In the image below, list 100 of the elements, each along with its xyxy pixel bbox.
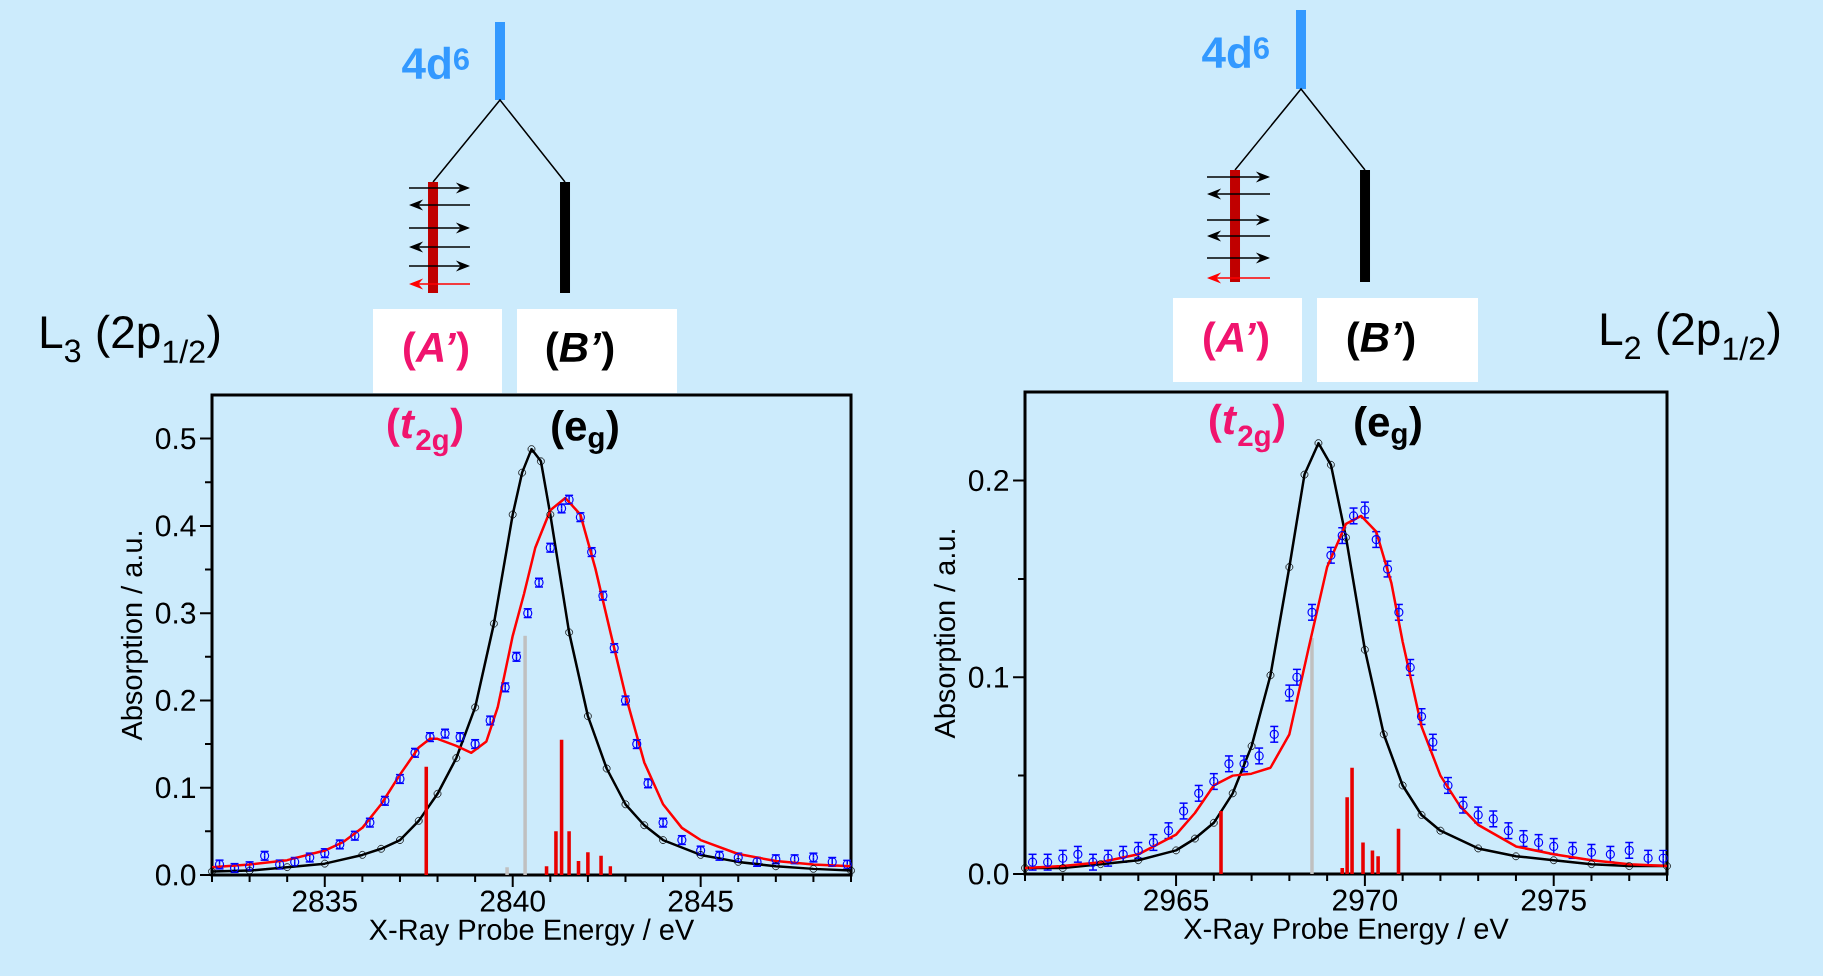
point [1285,563,1294,571]
point [1382,564,1393,574]
point [1643,853,1653,863]
point [377,844,386,853]
point [1103,853,1113,863]
text: (B’) [546,331,614,371]
bar [554,831,558,875]
point [1247,742,1256,751]
point [1534,837,1544,848]
point [490,619,498,628]
bar [424,766,429,875]
y-tick-label: 0.2 [155,689,195,712]
point [546,510,555,519]
point [1224,759,1234,769]
point [1360,505,1370,515]
point [452,754,461,762]
bar [1376,856,1380,874]
point [1269,729,1279,739]
point [518,468,527,477]
point [1417,811,1426,819]
point [1239,759,1249,769]
point [1292,672,1302,682]
point [1088,857,1098,867]
point [1405,662,1415,673]
annotation: (e$_{g}$) [1355,406,1421,450]
point [847,866,855,875]
point [1458,800,1468,810]
point [621,800,630,809]
point [1058,853,1068,863]
point [1518,833,1529,844]
line-series [1025,514,1668,870]
bar [599,855,603,875]
point [1473,810,1483,820]
point [433,789,442,798]
x-tick-label: 2975 [1521,889,1586,911]
point [1394,607,1404,617]
point [771,862,780,871]
y-tick-label: 0.5 [155,427,196,450]
point [1096,860,1105,869]
annotation: (e$_{g}$) [552,410,618,454]
point [471,703,480,712]
point [1307,607,1317,617]
y-axis-title: Absorption / a.u. [120,532,148,741]
annotation: (t$_{2g}$) [387,407,463,457]
point [1512,852,1520,861]
point [527,445,536,453]
point [1416,711,1427,722]
point [1209,776,1219,787]
point [640,821,649,830]
point [659,836,667,844]
point [1337,531,1347,541]
point [396,836,404,844]
text: 4d$^{6}$ [1202,35,1269,69]
text: L$_{2}$ (2p$_{1/2}$) [1601,311,1780,361]
point [1284,688,1294,698]
point [1586,847,1597,857]
point [1658,853,1668,863]
annotation: (t$_{2g}$) [1210,403,1285,453]
text: (A’) [404,331,468,371]
bar [1219,811,1223,874]
bar [586,852,590,875]
point [1266,671,1275,680]
x-axis-title: X-Ray Probe Energy / eV [369,918,695,946]
point [1179,806,1189,816]
x-tick-label: 2835 [292,890,357,912]
point [1172,846,1180,855]
bar [505,867,509,875]
point [1118,849,1128,859]
text: (B’) [1347,321,1415,361]
point [1428,737,1438,747]
point [1191,834,1199,843]
point [1194,788,1204,798]
point [1027,857,1038,867]
point [1474,844,1483,853]
point [1443,780,1453,791]
y-tick-label: 0.4 [155,515,196,537]
point [1568,845,1578,855]
text: (A’) [1204,321,1268,361]
point [1133,845,1143,855]
point [1043,857,1053,867]
point [602,764,611,773]
point [1379,730,1388,739]
text: L$_{3}$ (2p$_{1/2}$) [41,314,220,364]
point [1663,862,1671,871]
point [1148,837,1159,848]
point [1073,849,1083,859]
point [1314,439,1323,448]
point [283,863,292,872]
x-tick-label: 2845 [668,890,733,912]
point [583,712,592,721]
point [1021,864,1029,872]
x-axis-title: X-Ray Probe Energy / eV [1183,917,1509,945]
point [537,457,545,466]
y-tick-label: 0.0 [155,864,196,886]
point [809,864,818,873]
point [1254,751,1264,761]
y-tick-label: 0.1 [155,777,196,799]
y-tick-label: 0.3 [155,602,196,624]
point [1624,845,1634,855]
point [1327,460,1335,469]
